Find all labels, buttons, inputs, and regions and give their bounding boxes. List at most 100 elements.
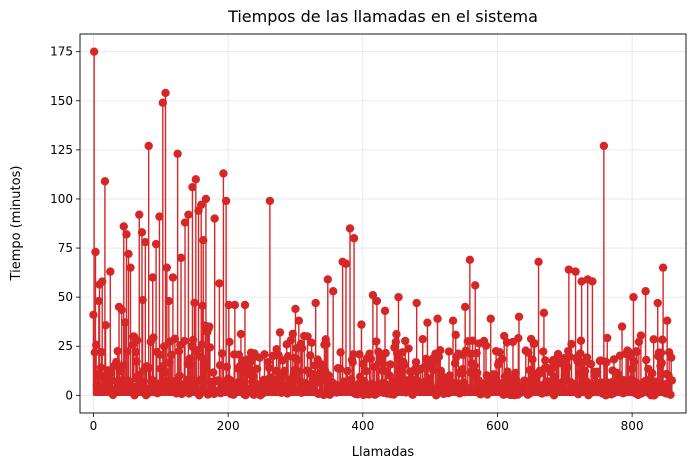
stem-marker — [283, 352, 293, 361]
stem-marker — [170, 334, 180, 343]
stem-marker — [132, 357, 141, 366]
stem-marker — [550, 372, 559, 382]
stem-marker — [401, 388, 411, 397]
stem-marker — [392, 330, 401, 339]
stem-marker — [404, 344, 413, 353]
stem-marker — [459, 378, 468, 387]
stem-marker — [588, 277, 597, 286]
stem-marker — [222, 362, 231, 372]
stem-marker — [641, 287, 650, 296]
stem-marker — [286, 336, 295, 345]
stem-marker — [603, 333, 612, 343]
stem-marker — [649, 335, 658, 344]
stem-marker — [322, 340, 331, 349]
stem-marker — [378, 359, 388, 368]
stem-marker — [167, 350, 176, 360]
stem-marker — [97, 347, 106, 357]
stem-marker — [460, 302, 470, 312]
stem-marker — [511, 368, 520, 378]
stem-marker — [303, 332, 312, 341]
stem-marker — [158, 98, 168, 107]
stem-marker — [199, 363, 209, 373]
stem-marker — [185, 354, 194, 363]
stem-marker — [215, 361, 225, 370]
stem-marker — [539, 347, 548, 356]
stem-marker — [124, 249, 133, 259]
stem-marker — [348, 358, 357, 367]
stem-marker — [217, 349, 227, 358]
stem-marker — [240, 300, 250, 310]
stem-marker — [395, 378, 405, 387]
stem-marker — [500, 331, 509, 341]
stem-marker — [418, 334, 427, 344]
y-tick-label: 0 — [65, 388, 73, 402]
stem-marker — [357, 320, 366, 329]
y-tick-label: 25 — [58, 339, 73, 353]
y-tick-label: 75 — [58, 241, 73, 255]
stem-marker — [341, 259, 351, 268]
stem-marker — [294, 316, 304, 325]
stem-marker — [666, 353, 676, 362]
stem-marker — [197, 200, 206, 210]
stem-marker — [448, 316, 458, 325]
stem-marker — [541, 356, 550, 365]
stem-marker — [472, 348, 481, 358]
stem-marker — [394, 292, 403, 302]
stem-marker — [445, 371, 454, 380]
stem-marker — [586, 359, 596, 369]
stem-marker — [512, 376, 521, 385]
stem-marker — [201, 194, 211, 204]
stem-marker — [355, 350, 364, 359]
stem-marker — [91, 247, 100, 257]
stem-marker — [549, 391, 559, 400]
stem-marker — [658, 335, 667, 344]
stem-marker — [155, 350, 165, 359]
x-tick-label: 200 — [217, 419, 240, 433]
stem-marker — [580, 366, 590, 376]
stem-marker — [138, 295, 147, 305]
stem-marker — [636, 331, 646, 340]
y-tick-label: 150 — [50, 94, 73, 108]
stem-marker — [423, 318, 432, 327]
stem-marker — [592, 367, 602, 376]
stem-marker — [134, 370, 143, 380]
chart-title: Tiempos de las llamadas en el sistema — [227, 7, 538, 26]
stem-marker — [364, 390, 374, 399]
x-tick-label: 800 — [621, 419, 644, 433]
stem-marker — [324, 371, 333, 380]
stem-marker — [165, 358, 174, 367]
stem-marker — [428, 365, 438, 375]
stem-marker — [434, 352, 444, 362]
stem-marker — [126, 263, 135, 272]
stem-marker — [184, 389, 194, 398]
y-tick-label: 125 — [50, 143, 73, 157]
stem-marker — [451, 330, 460, 340]
plot-frame — [79, 33, 687, 414]
stem-marker — [458, 365, 467, 374]
stem-marker — [372, 337, 381, 346]
data-layer — [89, 47, 677, 400]
stem-marker — [198, 301, 207, 310]
stem-marker — [473, 368, 482, 378]
stem-marker — [248, 372, 258, 381]
stem-marker — [137, 228, 147, 237]
stem-marker — [534, 257, 543, 266]
stem-marker — [141, 237, 150, 247]
stem-marker — [101, 321, 110, 330]
stem-marker — [244, 384, 254, 394]
stem-marker — [131, 347, 141, 357]
stem-marker — [576, 336, 586, 345]
stem-marker — [205, 322, 214, 331]
stem-marker — [411, 357, 421, 367]
stem-marker — [106, 368, 116, 378]
stem-marker — [368, 290, 378, 300]
stem-marker — [617, 322, 627, 331]
axes: 0 200 400 600 800 0 25 50 75 100 125 150 175 — [50, 45, 643, 433]
stem-marker — [180, 336, 189, 346]
stem-marker — [653, 298, 662, 308]
stem-marker — [571, 267, 580, 276]
stem-marker — [373, 388, 382, 398]
stem-marker — [184, 210, 193, 219]
stem-marker — [328, 287, 338, 296]
stem-marker — [279, 373, 288, 382]
